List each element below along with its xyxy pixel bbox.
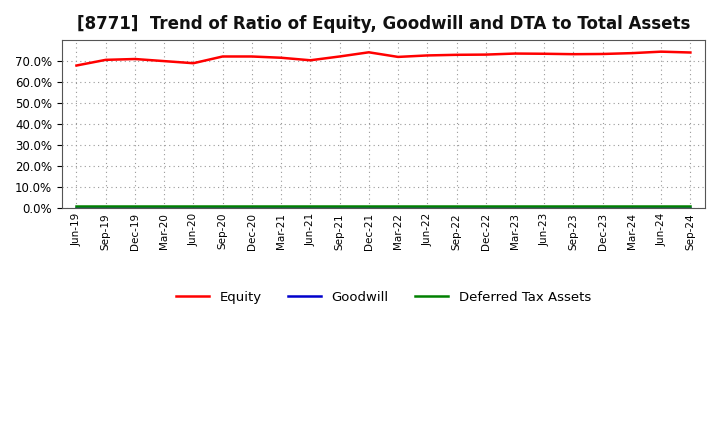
Goodwill xyxy=(248,205,256,211)
Equity xyxy=(218,54,227,59)
Deferred Tax Assets xyxy=(540,204,549,209)
Goodwill xyxy=(72,205,81,211)
Goodwill xyxy=(306,205,315,211)
Equity xyxy=(686,50,695,55)
Goodwill xyxy=(686,205,695,211)
Goodwill xyxy=(423,205,431,211)
Goodwill xyxy=(130,205,139,211)
Equity xyxy=(276,55,285,60)
Equity xyxy=(189,61,198,66)
Goodwill xyxy=(510,205,519,211)
Equity xyxy=(482,52,490,57)
Equity xyxy=(248,54,256,59)
Goodwill xyxy=(218,205,227,211)
Goodwill xyxy=(598,205,607,211)
Goodwill xyxy=(394,205,402,211)
Goodwill xyxy=(102,205,110,211)
Deferred Tax Assets xyxy=(686,204,695,209)
Deferred Tax Assets xyxy=(482,204,490,209)
Title: [8771]  Trend of Ratio of Equity, Goodwill and DTA to Total Assets: [8771] Trend of Ratio of Equity, Goodwil… xyxy=(77,15,690,33)
Equity xyxy=(452,52,461,58)
Equity xyxy=(306,58,315,63)
Goodwill xyxy=(276,205,285,211)
Deferred Tax Assets xyxy=(189,204,198,209)
Equity xyxy=(628,51,636,56)
Goodwill xyxy=(540,205,549,211)
Equity xyxy=(160,59,168,64)
Deferred Tax Assets xyxy=(336,204,344,209)
Goodwill xyxy=(160,205,168,211)
Equity xyxy=(540,51,549,56)
Equity xyxy=(336,54,344,59)
Line: Equity: Equity xyxy=(76,51,690,66)
Equity xyxy=(598,51,607,57)
Goodwill xyxy=(336,205,344,211)
Goodwill xyxy=(482,205,490,211)
Deferred Tax Assets xyxy=(248,204,256,209)
Equity xyxy=(569,51,577,57)
Deferred Tax Assets xyxy=(130,204,139,209)
Deferred Tax Assets xyxy=(598,204,607,209)
Equity xyxy=(72,63,81,68)
Deferred Tax Assets xyxy=(394,204,402,209)
Deferred Tax Assets xyxy=(306,204,315,209)
Deferred Tax Assets xyxy=(102,204,110,209)
Equity xyxy=(657,49,665,54)
Deferred Tax Assets xyxy=(72,204,81,209)
Goodwill xyxy=(569,205,577,211)
Equity xyxy=(423,53,431,58)
Goodwill xyxy=(657,205,665,211)
Deferred Tax Assets xyxy=(423,204,431,209)
Deferred Tax Assets xyxy=(569,204,577,209)
Goodwill xyxy=(364,205,373,211)
Deferred Tax Assets xyxy=(628,204,636,209)
Deferred Tax Assets xyxy=(364,204,373,209)
Goodwill xyxy=(189,205,198,211)
Deferred Tax Assets xyxy=(657,204,665,209)
Equity xyxy=(364,50,373,55)
Equity xyxy=(102,57,110,62)
Equity xyxy=(130,56,139,62)
Deferred Tax Assets xyxy=(510,204,519,209)
Deferred Tax Assets xyxy=(160,204,168,209)
Goodwill xyxy=(452,205,461,211)
Legend: Equity, Goodwill, Deferred Tax Assets: Equity, Goodwill, Deferred Tax Assets xyxy=(171,285,596,309)
Goodwill xyxy=(628,205,636,211)
Equity xyxy=(510,51,519,56)
Deferred Tax Assets xyxy=(452,204,461,209)
Deferred Tax Assets xyxy=(218,204,227,209)
Deferred Tax Assets xyxy=(276,204,285,209)
Equity xyxy=(394,54,402,59)
